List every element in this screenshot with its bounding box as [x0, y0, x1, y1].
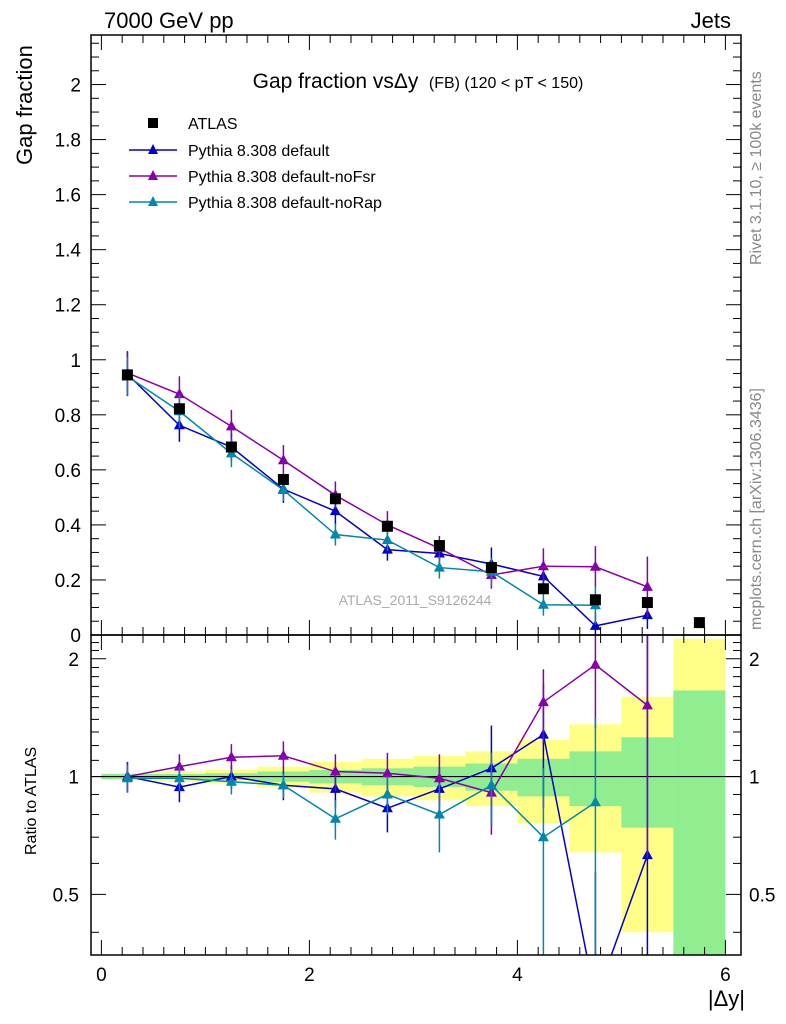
upper-y-tick-label: 0.6 [55, 461, 81, 482]
upper-y-tick-label: 0.2 [55, 571, 81, 592]
upper-line-pythia-8-308-default [126, 373, 648, 627]
upper-y-tick-label: 1.2 [55, 296, 81, 317]
band-green [673, 690, 726, 955]
lower-point-pythia-8-308-default-nofsr [589, 658, 601, 669]
lower-point-pythia-8-308-default [590, 993, 601, 1003]
lower-plot-area: 0.5 0.5 1 1 2 2 0 2 4 6 [53, 634, 775, 1003]
upper-point-atlas [381, 520, 393, 532]
upper-point-pythia-8-308-default-nofsr [641, 580, 653, 591]
upper-point-pythia-8-308-default-norap [433, 561, 445, 572]
lower-point-pythia-8-308-default-nofsr [381, 767, 393, 778]
upper-point-pythia-8-308-default-nofsr [537, 560, 549, 571]
legend-marker-default [148, 144, 158, 154]
upper-y-tick-label: 1.8 [55, 131, 81, 152]
lower-point-pythia-8-308-default-norap [537, 831, 549, 842]
upper-point-pythia-8-308-default-norap [381, 534, 393, 545]
lower-line-pythia-8-308-default-norap [127, 777, 596, 839]
header-left: 7000 GeV pp [104, 8, 234, 33]
upper-point-atlas [329, 493, 341, 505]
upper-y-tick-label: 2 [70, 76, 81, 97]
lower-point-pythia-8-308-default-norap [329, 812, 341, 823]
upper-point-pythia-8-308-default-nofsr [589, 560, 601, 571]
plot-title-main: Gap fraction vsΔy [253, 70, 419, 93]
lower-point-pythia-8-308-default-nofsr [277, 749, 289, 760]
legend-label-norap: Pythia 8.308 default-noRap [188, 195, 382, 212]
upper-point-atlas [173, 403, 185, 415]
mcplots-label: mcplots.cern.ch [arXiv:1306.3436] [748, 388, 765, 630]
lower-y-axis-label: Ratio to ATLAS [23, 747, 40, 855]
header-right: Jets [691, 8, 731, 33]
lower-y-tick-label: 0.5 [53, 885, 79, 906]
upper-y-tick-label: 0.8 [55, 406, 81, 427]
rivet-label: Rivet 3.1.10, ≥ 100k events [748, 71, 765, 265]
lower-point-pythia-8-308-default-nofsr [433, 772, 445, 783]
upper-y-tick-label: 0 [70, 626, 81, 647]
upper-point-pythia-8-308-default-nofsr [173, 388, 185, 399]
lower-point-pythia-8-308-default-norap [121, 772, 133, 783]
lower-y-tick-label-right: 2 [749, 650, 760, 671]
upper-y-tick-label: 1 [70, 351, 81, 372]
legend-label-default: Pythia 8.308 default [188, 143, 330, 160]
upper-point-atlas [277, 473, 289, 485]
lower-point-pythia-8-308-default-norap [381, 788, 393, 799]
upper-point-atlas [693, 617, 705, 629]
upper-y-tick-label: 0.4 [55, 516, 82, 537]
upper-series-group [121, 350, 705, 635]
lower-y-tick-label: 2 [68, 650, 79, 671]
legend-marker-nofsr [148, 170, 158, 180]
lower-point-pythia-8-308-default-nofsr [173, 760, 185, 771]
upper-point-atlas [589, 594, 601, 606]
upper-point-atlas [225, 441, 237, 453]
lower-point-pythia-8-308-default-nofsr [537, 696, 549, 707]
legend-label-nofsr: Pythia 8.308 default-noFsr [188, 169, 376, 186]
analysis-watermark: ATLAS_2011_S9126244 [339, 592, 492, 608]
lower-point-pythia-8-308-default-norap [589, 796, 601, 807]
lower-series-group [91, 635, 741, 1003]
upper-point-atlas [121, 369, 133, 381]
lower-point-pythia-8-308-default-nofsr [329, 765, 341, 776]
lower-y-tick-label-right: 0.5 [749, 885, 775, 906]
legend-label-atlas: ATLAS [188, 116, 238, 133]
lower-point-pythia-8-308-default-norap [225, 775, 237, 786]
upper-point-pythia-8-308-default-norap [277, 483, 289, 494]
upper-point-pythia-8-308-default-norap [329, 528, 341, 539]
lower-y-tick-label: 1 [68, 768, 79, 789]
lower-point-pythia-8-308-default-norap [173, 772, 185, 783]
upper-point-pythia-8-308-default-nofsr [225, 420, 237, 431]
legend-marker-atlas [148, 118, 158, 128]
plot-title: Gap fraction vsΔy (FB) (120 < pT < 150) [253, 70, 584, 93]
upper-plot-area: 0 0.2 0.4 0.6 0.8 1 1.2 1.4 1.6 1.8 2 [55, 34, 742, 647]
lower-point-pythia-8-308-default-norap [277, 779, 289, 790]
plot-title-sub: (FB) (120 < pT < 150) [429, 75, 583, 92]
lower-point-pythia-8-308-default-nofsr [225, 751, 237, 762]
upper-y-tick-label: 1.6 [55, 186, 81, 207]
upper-point-pythia-8-308-default-norap [537, 598, 549, 609]
upper-line-pythia-8-308-default-norap [126, 375, 596, 607]
legend: ATLAS Pythia 8.308 default Pythia 8.308 … [129, 116, 382, 212]
lower-point-pythia-8-308-default-norap [485, 779, 497, 790]
upper-y-axis-label: Gap fraction [12, 45, 37, 165]
lower-point-pythia-8-308-default-norap [433, 808, 445, 819]
upper-point-atlas [537, 583, 549, 595]
x-axis-label: |Δy| [708, 986, 745, 1011]
x-tick-label: 2 [304, 965, 315, 986]
upper-point-pythia-8-308-default [329, 505, 341, 516]
upper-point-atlas [485, 562, 497, 574]
upper-point-atlas [433, 540, 445, 552]
x-tick-label: 4 [512, 965, 523, 986]
upper-point-atlas [641, 597, 653, 609]
lower-frame [90, 634, 742, 956]
upper-point-pythia-8-308-default-nofsr [277, 454, 289, 465]
x-tick-label: 6 [720, 965, 731, 986]
lower-point-pythia-8-308-default-nofsr [641, 699, 653, 710]
upper-y-tick-label: 1.4 [55, 241, 82, 262]
x-tick-label: 0 [96, 965, 107, 986]
lower-y-tick-label-right: 1 [749, 768, 760, 789]
legend-marker-norap [148, 196, 158, 206]
upper-point-pythia-8-308-default [589, 619, 601, 630]
